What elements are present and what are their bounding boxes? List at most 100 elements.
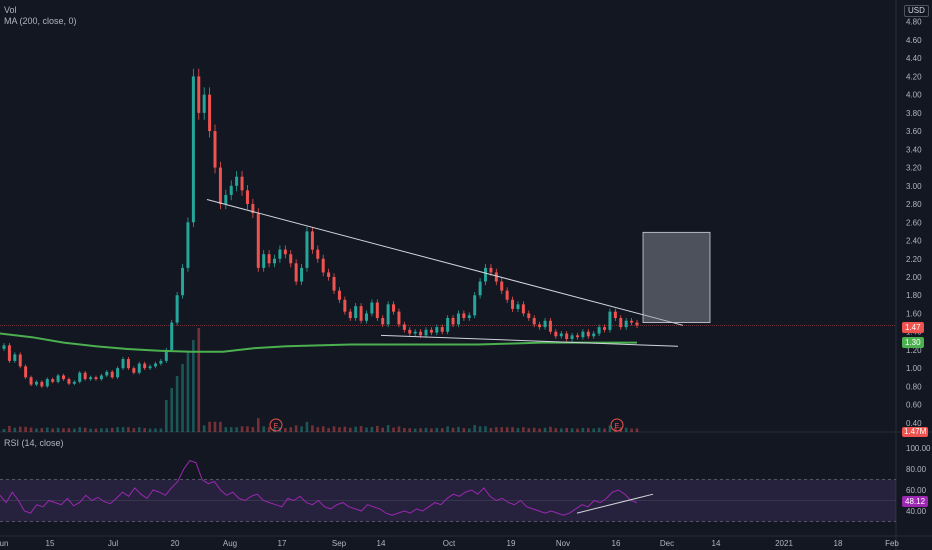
volume-bar <box>440 428 444 432</box>
candle-body <box>570 335 574 339</box>
x-tick-label: 14 <box>377 539 386 548</box>
rsi-value-tag: 48.12 <box>902 496 929 507</box>
candle-body <box>256 213 260 268</box>
x-tick-label: Aug <box>223 539 237 548</box>
y-tick-label: 0.40 <box>906 419 922 428</box>
x-tick-label: Nov <box>556 539 570 548</box>
volume-bar <box>289 427 293 432</box>
candle-body <box>229 185 233 195</box>
candle-body <box>548 320 552 332</box>
volume-bar <box>229 427 233 432</box>
volume-bar <box>89 428 92 432</box>
candle-body <box>343 299 347 312</box>
volume-bar <box>13 427 17 432</box>
y-tick-label: 3.80 <box>906 109 922 118</box>
candle-body <box>18 354 22 367</box>
volume-bar <box>251 427 255 432</box>
volume-bar <box>386 425 390 432</box>
candle-body <box>105 371 109 376</box>
volume-bar <box>467 428 471 432</box>
y-tick-label: 4.00 <box>906 91 922 100</box>
candle-body <box>527 313 531 319</box>
candle-body <box>505 290 509 300</box>
volume-bar <box>213 421 217 432</box>
volume-bar <box>62 428 65 432</box>
y-tick-label: 1.80 <box>906 291 922 300</box>
candle-body <box>370 302 374 314</box>
candle-body <box>34 381 38 385</box>
volume-bar <box>235 427 238 432</box>
volume-bar <box>273 428 276 432</box>
volume-bar <box>554 428 558 432</box>
currency-badge[interactable]: USD <box>904 5 929 17</box>
candle-body <box>332 276 336 291</box>
volume-bar <box>224 427 228 432</box>
candle-body <box>321 258 325 273</box>
resistance-trendline <box>206 199 684 326</box>
candle-body <box>83 372 87 380</box>
volume-bar <box>121 427 125 432</box>
candle-body <box>218 167 222 205</box>
candle-body <box>608 311 612 330</box>
volume-bar <box>100 428 103 432</box>
candle-body <box>478 281 482 296</box>
volume-bar <box>154 428 157 432</box>
volume-bar <box>576 428 579 432</box>
x-tick-label: 14 <box>712 539 721 548</box>
y-tick-label: 4.20 <box>906 72 922 81</box>
candle-body <box>316 249 320 259</box>
candle-body <box>240 176 244 191</box>
candle-body <box>289 254 293 264</box>
y-tick-label: 4.80 <box>906 18 922 27</box>
volume-bar <box>51 428 54 432</box>
candle-body <box>89 377 93 380</box>
candle-body <box>99 375 103 380</box>
x-tick-label: Oct <box>443 539 456 548</box>
candle-body <box>116 368 120 378</box>
candle-body <box>121 359 125 369</box>
volume-bar <box>403 427 406 432</box>
volume-bar <box>359 426 363 432</box>
volume-bar <box>424 427 428 432</box>
candle-body <box>586 331 590 337</box>
volume-bar <box>40 428 44 432</box>
candle-body <box>402 324 406 330</box>
volume-bar <box>94 428 98 432</box>
candle-body <box>191 76 195 223</box>
rsi-trendline <box>576 493 654 514</box>
candle-body <box>559 333 563 337</box>
volume-bar <box>35 428 38 432</box>
volume-bar <box>338 427 341 432</box>
volume-bar <box>473 425 476 432</box>
volume-bar <box>116 427 119 432</box>
candle-body <box>126 359 130 369</box>
earnings-marker-label: E <box>615 423 620 430</box>
ma-value-tag: 1.30 <box>902 337 924 348</box>
volume-bar <box>45 427 49 432</box>
volume-bar <box>208 421 211 432</box>
volume-bar <box>219 421 222 432</box>
candle-body <box>375 302 379 319</box>
volume-bar <box>294 425 298 432</box>
candle-body <box>62 375 66 380</box>
candle-body <box>473 295 477 316</box>
volume-bar <box>127 427 130 432</box>
candle-body <box>516 304 520 309</box>
candle-body <box>278 249 282 259</box>
candle-body <box>635 322 639 326</box>
volume-bar <box>397 426 401 432</box>
y-tick-label: 0.80 <box>906 382 922 391</box>
candle-body <box>354 306 358 319</box>
volume-label: Vol <box>4 5 17 15</box>
candle-body <box>630 320 634 323</box>
volume-bar <box>624 427 628 432</box>
candle-body <box>348 311 352 319</box>
volume-bar <box>332 426 336 432</box>
x-tick-label: 16 <box>612 539 621 548</box>
candle-body <box>40 381 44 387</box>
y-tick-label: 1.60 <box>906 309 922 318</box>
volume-bar <box>181 364 184 432</box>
volume-bar <box>197 328 201 432</box>
candle-body <box>575 335 579 338</box>
volume-bar <box>413 428 417 432</box>
